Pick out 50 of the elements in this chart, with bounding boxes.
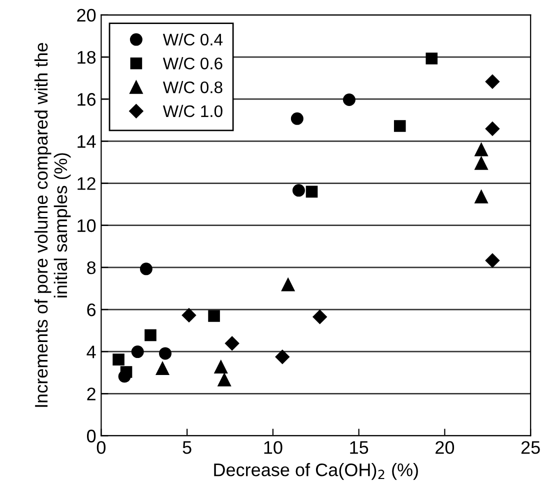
x-tick-label: 20 (436, 441, 454, 454)
point (182, 308, 196, 322)
legend-label: W/C 1.0 (162, 104, 222, 118)
x-tick-label: 0 (96, 441, 106, 454)
point (306, 186, 318, 198)
point (112, 354, 124, 366)
point (214, 360, 228, 374)
point (218, 373, 231, 386)
x-axis-title: Decrease of Ca(OH)$_{2}$ (%) (214, 463, 418, 480)
y-tick-label: 10 (78, 219, 96, 232)
y-tick-label: 0 (87, 430, 96, 442)
y-tick-label: 6 (87, 303, 96, 316)
point (224, 336, 240, 350)
point (208, 310, 220, 322)
point (275, 350, 290, 364)
point (485, 253, 500, 268)
y-tick-label: 14 (78, 135, 96, 148)
y-tick-label: 18 (78, 50, 96, 64)
point (426, 52, 438, 64)
x-tick-label: 25 (521, 441, 540, 454)
legend-label: W/C 0.8 (162, 81, 222, 94)
y-tick-label: 16 (78, 93, 96, 106)
point (485, 74, 500, 89)
point (144, 329, 156, 342)
y-tick-label: 20 (77, 8, 96, 22)
point (140, 262, 152, 276)
point (394, 120, 406, 132)
x-tick-label: 10 (264, 441, 282, 454)
y-tick-label: 2 (87, 388, 96, 400)
point (156, 362, 170, 376)
point (292, 184, 305, 197)
point (159, 347, 172, 360)
point (474, 156, 488, 170)
point (312, 310, 327, 324)
y-tick-label: 4 (86, 346, 96, 358)
y-tick-label: 12 (78, 177, 96, 190)
point (281, 278, 295, 292)
point (120, 366, 132, 378)
x-tick-label: 15 (350, 441, 368, 454)
x-tick-label: 5 (182, 441, 192, 454)
y-tick-label: 8 (87, 261, 96, 274)
y-axis-title: Increments of pore volume compared with the initial samples (%) (34, 42, 71, 407)
legend-label: W/C 0.4 (162, 33, 223, 46)
legend-label: W/C 0.6 (162, 57, 222, 70)
point (474, 190, 488, 204)
point (131, 346, 144, 358)
point (474, 143, 488, 156)
point (342, 93, 356, 106)
point (485, 122, 500, 136)
point (290, 112, 304, 125)
